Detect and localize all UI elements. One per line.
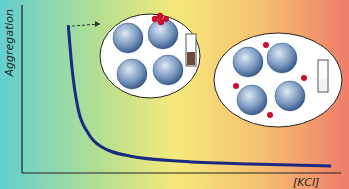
svg-text:[KCl]: [KCl] [293,176,319,189]
svg-text:Aggregation: Aggregation [8,9,16,78]
